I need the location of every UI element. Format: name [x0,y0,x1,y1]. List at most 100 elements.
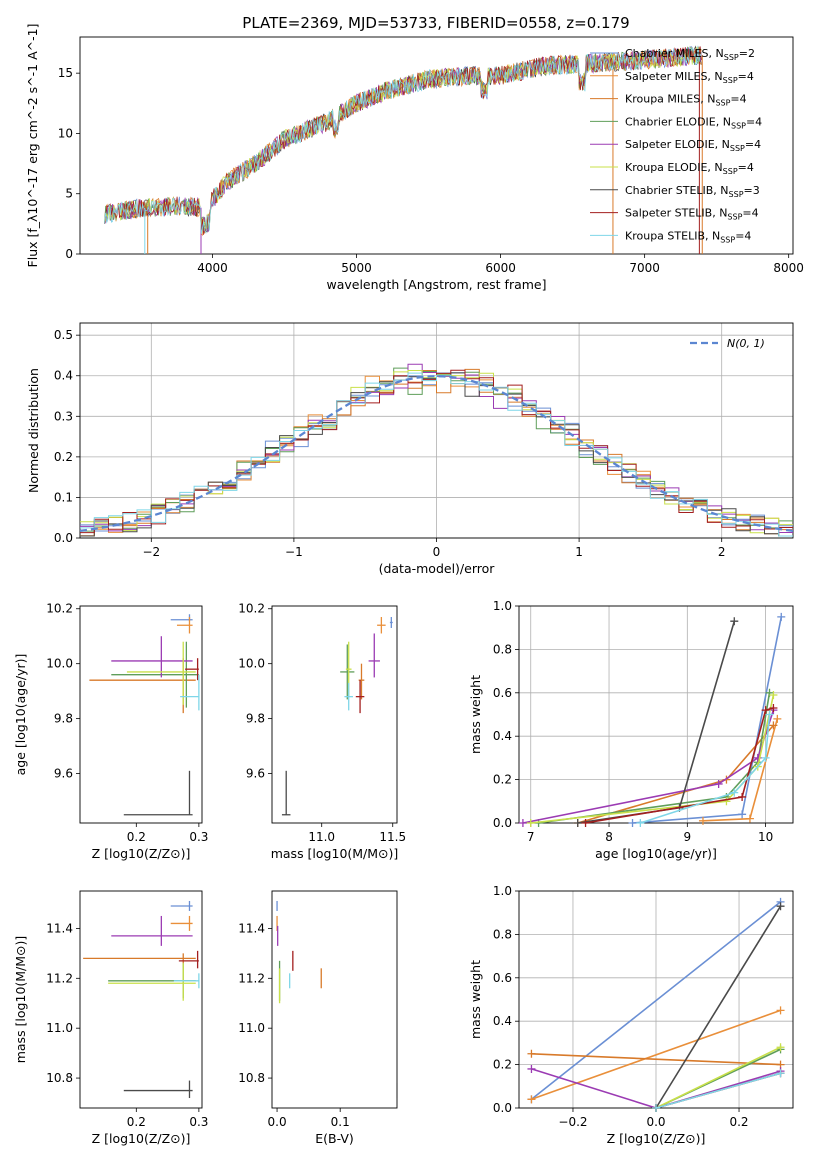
mass-weight-vs-age-series-6 [577,620,736,824]
mass-weight-vs-age-frame [518,605,794,824]
mass-weight-vs-Z-marker-6-1 [776,902,785,911]
mass-weight-vs-Z-ytick-label-0: 0.0 [493,1101,512,1115]
age-vs-Z-xtick-label-1: 0.3 [189,830,208,844]
mass-weight-vs-age-marker-8-1 [730,788,739,797]
spectrum-xlabel: wavelength [Angstrom, rest frame] [326,277,546,292]
residuals-ylabel: Normed distribution [26,368,41,493]
age-vs-Z-ytick-label-2: 10.0 [46,657,73,671]
mass-weight-vs-age-marker-1-2 [773,714,782,723]
age-vs-mass-xtick-label-0: 11.0 [308,830,335,844]
mass-vs-EBV-xtick-label-1: 0.1 [331,1115,350,1129]
mass-weight-vs-age-ytick-label-1: 0.2 [493,773,512,787]
mass-weight-vs-age-marker-1-1 [745,814,754,823]
mass-vs-Z-frame [79,890,203,1109]
mass-vs-EBV-frame [271,890,398,1109]
legend-label-5: Kroupa ELODIE, NSSP=4 [625,161,754,176]
mass-weight-vs-Z-series-5 [655,1046,781,1109]
age-vs-mass-ytick-label-0: 9.6 [246,767,265,781]
legend-sub-3: SSP [731,121,746,130]
mass-weight-vs-age-marker-7-3 [769,703,778,712]
mass-weight-vs-age-xtick-label-3: 10 [758,830,773,844]
mass-weight-vs-age-marker-8-2 [761,753,770,762]
mass-weight-vs-Z-ylabel: mass weight [468,960,483,1039]
legend-sub-1: SSP [723,76,738,85]
spectrum-frame [79,36,794,255]
mass-weight-vs-age-ytick-label-0: 0.0 [493,816,512,830]
residuals-ytick-label-5: 0.5 [54,328,73,342]
legend-tail-5: =4 [738,161,754,174]
age-vs-Z-xlabel: Z [log10(Z/Z⊙)] [92,846,191,861]
legend-sub-5: SSP [723,167,738,176]
age-vs-mass-axes: 11.0 11.5 9.6 9.8 10.0 10.2 mass [log10(M/M⊙)] [238,602,406,861]
legend-tail-0: =2 [739,47,755,60]
mass-weight-vs-age-series-7 [585,707,774,824]
mass-weight-vs-Z-xlabel: Z [log10(Z/Z⊙)] [607,1131,706,1146]
legend-sub-0: SSP [724,53,739,62]
residuals-ytick-label-2: 0.2 [54,450,73,464]
mass-vs-Z-ytick-label-2: 11.2 [46,971,73,985]
mass-weight-vs-age-marker-5-3 [769,690,778,699]
age-vs-Z-axes: 0.2 0.3 9.6 9.8 10.0 10.2 Z [log10(Z/Z⊙)] age [… [13,602,208,861]
mass-weight-vs-age-marker-4-0 [518,819,527,827]
mass-weight-vs-age-marker-8-3 [765,710,774,719]
mass-vs-EBV-xtick-label-0: 0.0 [268,1115,287,1129]
legend-label-2: Kroupa MILES, NSSP=4 [625,93,747,108]
mass-weight-vs-age-marker-7-1 [738,792,747,801]
mass-vs-Z-ylabel: mass [log10(M/M⊙)] [13,936,28,1064]
mass-weight-vs-age-marker-6-0 [573,819,582,827]
mass-weight-vs-age-marker-5-0 [526,819,535,827]
mass-vs-Z-ytick-label-0: 10.8 [46,1071,73,1085]
legend-tail-4: =4 [745,138,761,151]
mass-weight-vs-age-marker-7-0 [581,819,590,827]
mass-weight-vs-age-marker-7-2 [761,706,770,715]
mass-weight-vs-Z-ytick-label-5: 1.0 [493,884,512,898]
residuals-xtick-label-4: 2 [718,545,726,559]
figure-title: PLATE=2369, MJD=53733, FIBERID=0558, z=0… [242,14,629,32]
age-vs-Z-frame [79,605,203,824]
residuals-xtick-label-3: 1 [575,545,583,559]
age-vs-Z-ytick-label-0: 9.6 [54,767,73,781]
mass-weight-vs-age-series-4 [522,709,775,824]
residuals-ytick-label-1: 0.1 [54,490,73,504]
legend-tail-3: =4 [746,115,762,128]
age-vs-mass-xlabel: mass [log10(M/M⊙)] [271,846,399,861]
mass-weight-vs-age-xtick-label-1: 8 [605,830,613,844]
age-vs-Z-ytick-label-1: 9.8 [54,712,73,726]
residuals-axes: −2 −1 0 1 2 0.0 0.1 0.2 0.3 0.4 0.5 (data-model)/er… [26,322,794,576]
mass-weight-vs-age-marker-0-2 [777,612,786,621]
mass-weight-vs-age-xtick-label-0: 7 [527,830,535,844]
mass-weight-vs-age-ytick-label-3: 0.6 [493,686,512,700]
mass-weight-vs-Z-series-0 [531,901,781,1100]
spectrum-xtick-label-2: 6000 [485,261,516,275]
age-vs-mass-ytick-label-2: 10.0 [238,657,265,671]
spectrum-series-4 [104,47,702,233]
spectrum-series-8 [104,45,702,234]
legend-sub-4: SSP [730,144,745,153]
legend-label-4: Salpeter ELODIE, NSSP=4 [625,138,761,153]
spectrum-xtick-label-1: 5000 [341,261,372,275]
age-vs-Z-xtick-label-0: 0.2 [127,830,146,844]
mass-vs-Z-xtick-label-0: 0.2 [127,1115,146,1129]
spectrum-ytick-label-0: 0 [65,247,73,261]
mass-vs-Z-axes: 0.2 0.3 10.8 11.0 11.2 11.4 Z [log10(Z/Z⊙)] mas… [13,890,208,1146]
residuals-ytick-label-4: 0.4 [54,369,73,383]
mass-weight-vs-Z-series-2 [531,1053,781,1066]
mass-weight-vs-age-axes: 7 8 9 10 0.0 0.2 0.4 0.6 0.8 1.0 age [log10(age/yr… [468,599,794,861]
mass-weight-vs-Z-ytick-label-1: 0.2 [493,1058,512,1072]
legend-label-8: Kroupa STELIB, NSSP=4 [625,229,751,244]
normal-legend-label: N(0, 1) [727,337,765,350]
residuals-xtick-label-0: −2 [142,545,160,559]
mass-vs-EBV-ytick-label-2: 11.2 [238,971,265,985]
mass-weight-vs-Z-ytick-label-3: 0.6 [493,971,512,985]
mass-weight-vs-Z-ytick-label-2: 0.4 [493,1014,512,1028]
normal-curve [79,375,794,533]
legend-sub-7: SSP [727,213,742,222]
legend-tail-2: =4 [730,93,746,106]
mass-weight-vs-age-series-0 [632,616,783,824]
mass-weight-vs-age-series-3 [538,692,771,824]
mass-weight-vs-age-ytick-label-5: 1.0 [493,599,512,613]
mass-weight-vs-Z-series-1 [531,1009,781,1101]
mass-vs-EBV-xlabel: E(B-V) [315,1131,354,1146]
